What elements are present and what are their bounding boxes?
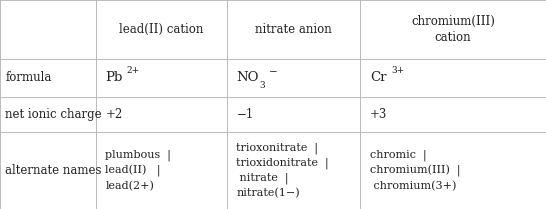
Text: trioxonitrate  |
trioxidonitrate  |
 nitrate  |
nitrate(1−): trioxonitrate | trioxidonitrate | nitrat… (236, 143, 329, 198)
Text: 2+: 2+ (126, 66, 139, 75)
Text: NO: NO (236, 71, 259, 84)
Text: nitrate anion: nitrate anion (255, 23, 332, 36)
Text: +2: +2 (105, 108, 123, 121)
Text: plumbous  |
lead(II)   |
lead(2+): plumbous | lead(II) | lead(2+) (105, 150, 171, 191)
Text: 3+: 3+ (391, 66, 404, 75)
Text: chromium(III)
cation: chromium(III) cation (411, 15, 495, 44)
Text: Cr: Cr (370, 71, 387, 84)
Text: net ionic charge: net ionic charge (5, 108, 102, 121)
Text: Pb: Pb (105, 71, 123, 84)
Text: −: − (269, 68, 278, 76)
Text: 3: 3 (259, 81, 265, 90)
Text: alternate names: alternate names (5, 164, 102, 177)
Text: formula: formula (5, 71, 52, 84)
Text: −1: −1 (236, 108, 254, 121)
Text: chromic  |
chromium(III)  |
 chromium(3+): chromic | chromium(III) | chromium(3+) (370, 150, 461, 191)
Text: lead(II) cation: lead(II) cation (119, 23, 203, 36)
Text: +3: +3 (370, 108, 388, 121)
